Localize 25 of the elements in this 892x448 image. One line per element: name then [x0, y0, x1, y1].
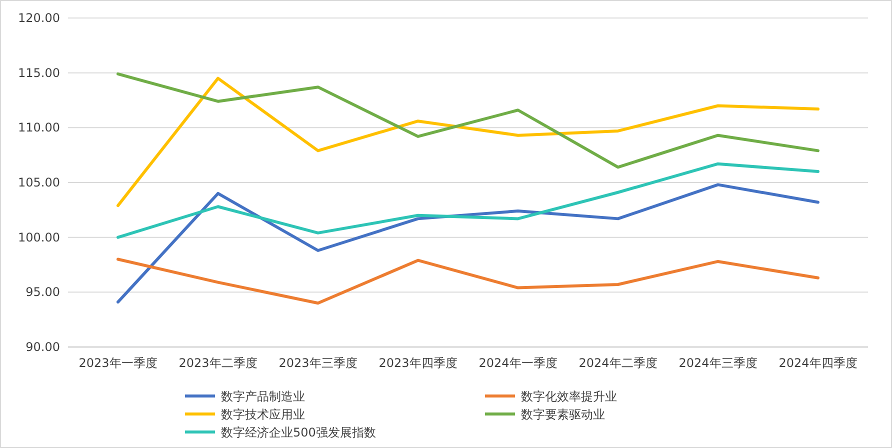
legend-label: 数字经济企业500强发展指数 — [221, 426, 376, 440]
x-tick-label: 2024年四季度 — [778, 356, 858, 370]
y-tick-label: 100.00 — [18, 230, 60, 244]
x-tick-label: 2023年四季度 — [378, 356, 458, 370]
x-tick-label: 2024年一季度 — [478, 356, 558, 370]
y-tick-label: 110.00 — [18, 120, 60, 135]
legend-label: 数字要素驱动业 — [521, 408, 605, 422]
legend-label: 数字产品制造业 — [221, 390, 305, 404]
y-tick-label: 105.00 — [18, 176, 60, 190]
y-tick-label: 95.00 — [26, 285, 60, 300]
y-tick-label: 90.00 — [26, 340, 60, 354]
line-series — [116, 183, 820, 304]
line-series — [116, 76, 820, 208]
x-tick-label: 2023年二季度 — [178, 356, 258, 370]
line-series — [116, 258, 820, 305]
legend-label: 数字技术应用业 — [221, 408, 305, 422]
y-tick-label: 115.00 — [18, 66, 60, 80]
x-tick-label: 2023年三季度 — [278, 356, 358, 370]
line-series — [116, 162, 820, 239]
line-series — [116, 72, 820, 169]
x-tick-label: 2023年一季度 — [78, 356, 158, 370]
x-tick-label: 2024年三季度 — [678, 356, 758, 370]
x-tick-label: 2024年二季度 — [578, 356, 658, 370]
legend-label: 数字化效率提升业 — [521, 390, 617, 404]
y-tick-label: 120.00 — [18, 11, 60, 25]
